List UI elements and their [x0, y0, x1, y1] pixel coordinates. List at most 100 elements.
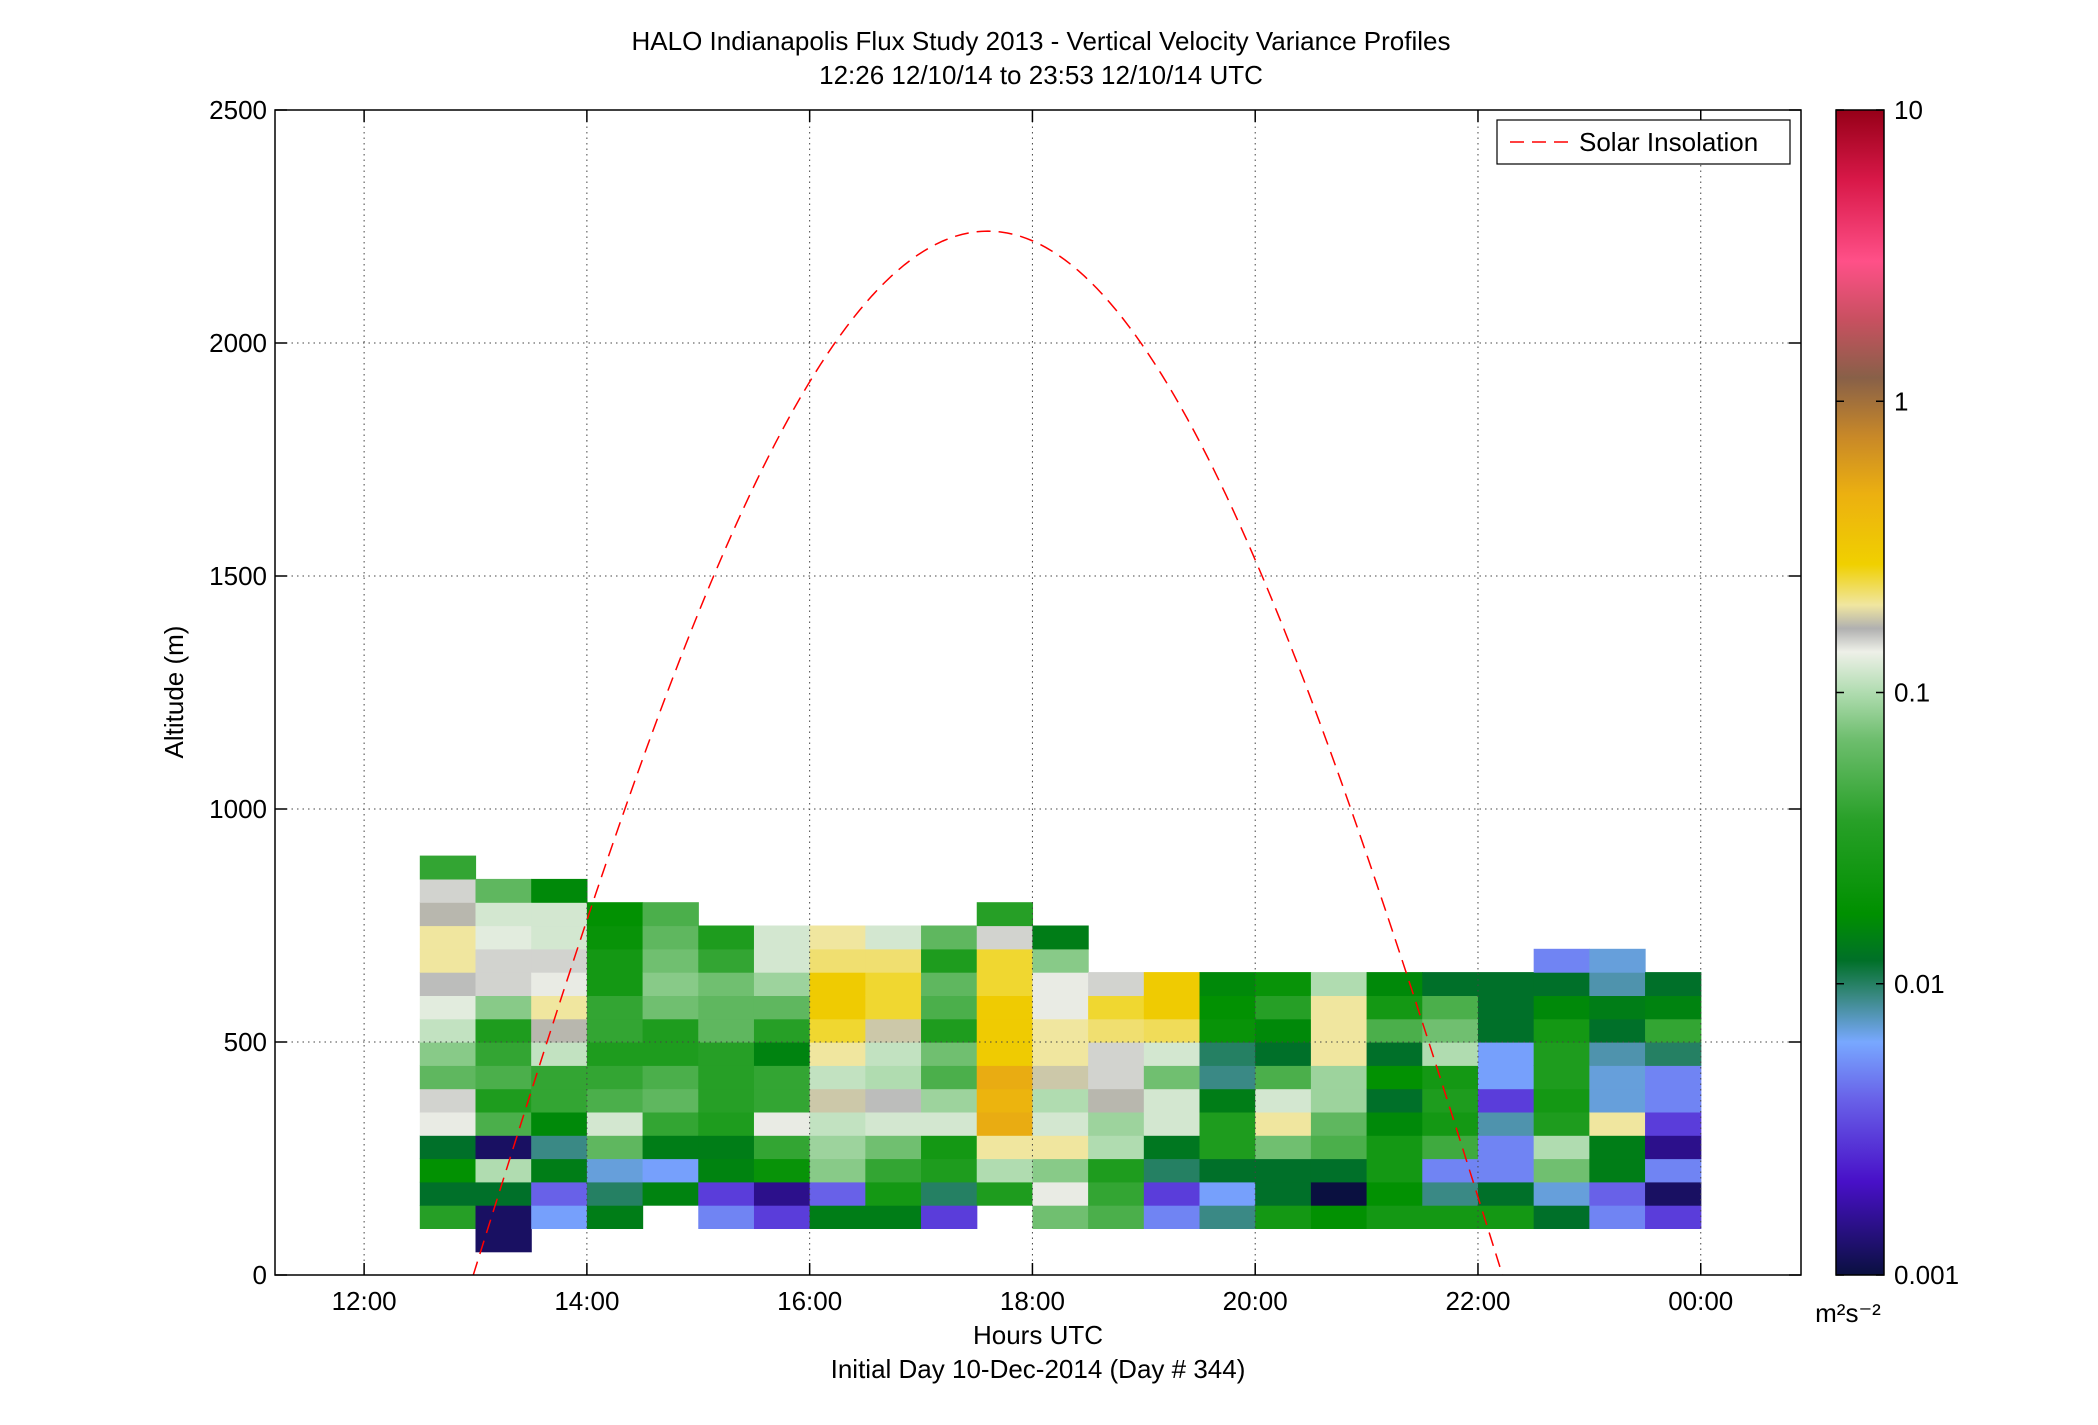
heatmap-cell: [1032, 1042, 1089, 1066]
heatmap-cell: [1310, 1205, 1368, 1229]
heatmap-cell: [586, 1158, 644, 1183]
heatmap-cell: [809, 1111, 866, 1136]
heatmap-cell: [1422, 1111, 1479, 1136]
heatmap-cell: [809, 1135, 866, 1160]
heatmap-cell: [1533, 1181, 1590, 1206]
heatmap-cell: [1422, 1158, 1479, 1183]
heatmap-cell: [865, 1065, 922, 1090]
heatmap-cell: [586, 902, 644, 927]
heatmap-cell: [1143, 1181, 1201, 1206]
heatmap-cell: [1199, 1065, 1256, 1090]
heatmap-cell: [698, 995, 755, 1020]
heatmap-cell: [1255, 1158, 1312, 1183]
heatmap-cell: [1088, 1181, 1145, 1206]
heatmap-cell: [865, 1018, 922, 1043]
heatmap-cell: [865, 1135, 922, 1160]
heatmap-cell: [976, 902, 1034, 927]
heatmap-cell: [1533, 1205, 1590, 1229]
heatmap-cell: [698, 1042, 755, 1066]
heatmap-cell: [531, 1205, 588, 1229]
heatmap-cell: [1477, 1018, 1535, 1043]
heatmap-cell: [698, 1158, 755, 1183]
heatmap-cell: [475, 1018, 532, 1043]
heatmap-cell: [1032, 972, 1089, 996]
heatmap-cell: [475, 1205, 532, 1229]
heatmap-cell: [753, 972, 811, 996]
heatmap-cell: [531, 1111, 588, 1136]
heatmap-cell: [921, 948, 978, 973]
heatmap-cell: [865, 1111, 922, 1136]
heatmap-cell: [1199, 1042, 1256, 1066]
heatmap-cell: [1589, 1135, 1646, 1160]
heatmap-cell: [976, 995, 1034, 1020]
heatmap-cell: [419, 855, 477, 880]
heatmap-cell: [1032, 925, 1089, 950]
colorbar-tick-label: 0.1: [1894, 678, 1930, 708]
solar-insolation-curve: [472, 230, 1504, 1276]
heatmap-cell: [1143, 1042, 1201, 1066]
heatmap-cell: [531, 1018, 588, 1043]
heatmap-cell: [1088, 1135, 1145, 1160]
heatmap-cell: [1366, 1018, 1423, 1043]
chart-title: HALO Indianapolis Flux Study 2013 - Vert…: [632, 26, 1451, 56]
heatmap-cell: [586, 1181, 644, 1206]
colorbar-units: m²s⁻²: [1815, 1298, 1881, 1328]
heatmap-cell: [642, 972, 699, 996]
axis-ticks: [275, 109, 1801, 1276]
heatmap-cell: [586, 1205, 644, 1229]
legend-label: Solar Insolation: [1579, 127, 1758, 157]
heatmap-cell: [809, 925, 866, 950]
heatmap-cell: [642, 1018, 699, 1043]
heatmap-cell: [698, 925, 755, 950]
heatmap-cell: [976, 1042, 1034, 1066]
heatmap-cell: [1533, 948, 1590, 973]
heatmap-cell: [1645, 1065, 1702, 1090]
heatmap-cell: [1645, 995, 1702, 1020]
heatmap-cell: [586, 948, 644, 973]
heatmap-cell: [809, 1205, 866, 1229]
heatmap-cell: [531, 1065, 588, 1090]
heatmap-cell: [1645, 1135, 1702, 1160]
heatmap-cell: [976, 1181, 1034, 1206]
heatmap-cell: [921, 1111, 978, 1136]
heatmap-cell: [865, 995, 922, 1020]
heatmap-cell: [1366, 1111, 1423, 1136]
heatmap-cell: [419, 1018, 477, 1043]
heatmap-cell: [1533, 1088, 1590, 1113]
heatmap-cell: [1533, 995, 1590, 1020]
heatmap-cell: [642, 1088, 699, 1113]
heatmap-cell: [1032, 1158, 1089, 1183]
heatmap-cell: [1255, 1205, 1312, 1229]
heatmap-cell: [1589, 1018, 1646, 1043]
heatmap-cell: [642, 1065, 699, 1090]
heatmap-cell: [1422, 1042, 1479, 1066]
heatmap-cell: [1032, 1088, 1089, 1113]
heatmap-cell: [1477, 1158, 1535, 1183]
heatmap-cell: [419, 1158, 477, 1183]
x-axis-label-day: Initial Day 10-Dec-2014 (Day # 344): [831, 1354, 1246, 1384]
heatmap-cell: [475, 1111, 532, 1136]
heatmap-cell: [809, 1158, 866, 1183]
heatmap-cell: [1366, 1065, 1423, 1090]
heatmap-cell: [1032, 1018, 1089, 1043]
heatmap-cell: [475, 995, 532, 1020]
heatmap-cell: [419, 902, 477, 927]
x-tick-label: 18:00: [1000, 1286, 1065, 1316]
heatmap-cell: [1422, 995, 1479, 1020]
x-tick-label: 00:00: [1668, 1286, 1733, 1316]
heatmap-cell: [753, 1135, 811, 1160]
heatmap-cell: [586, 1018, 644, 1043]
heatmap-cell: [976, 1018, 1034, 1043]
heatmap-cell: [1310, 1018, 1368, 1043]
heatmap-cell: [865, 972, 922, 996]
heatmap-cell: [1143, 972, 1201, 996]
heatmap-cell: [976, 972, 1034, 996]
heatmap-cell: [1032, 1065, 1089, 1090]
heatmap-cell: [1032, 1205, 1089, 1229]
heatmap-cell: [809, 972, 866, 996]
heatmap-cell: [1422, 1018, 1479, 1043]
heatmap-cell: [475, 1065, 532, 1090]
heatmap-cell: [976, 948, 1034, 973]
heatmap-cell: [753, 995, 811, 1020]
